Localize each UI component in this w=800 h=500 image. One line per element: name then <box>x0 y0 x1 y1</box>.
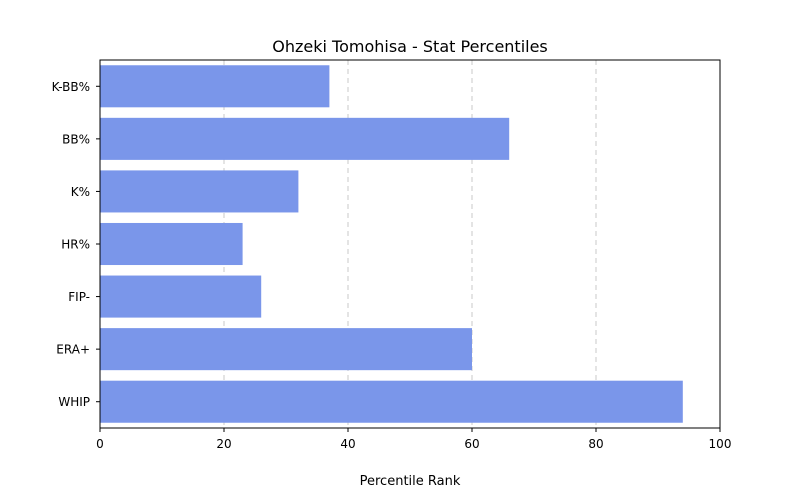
bars <box>100 65 683 423</box>
x-tick-label: 100 <box>709 437 732 451</box>
x-tick-label: 80 <box>588 437 603 451</box>
y-tick-label: ERA+ <box>56 343 90 357</box>
bar-whip <box>100 380 683 423</box>
y-axis: K-BB% BB% K% HR% FIP- ERA+ WHIP <box>52 80 100 409</box>
y-tick-label: HR% <box>61 238 90 252</box>
y-tick-label: BB% <box>62 132 90 146</box>
y-tick-label: WHIP <box>58 395 90 409</box>
y-tick-label: K% <box>71 185 90 199</box>
grid-lines <box>223 60 597 428</box>
x-axis: 0 20 40 60 80 100 <box>96 428 731 451</box>
y-tick-label: FIP- <box>68 290 90 304</box>
bar-k <box>100 170 299 213</box>
chart-title: Ohzeki Tomohisa - Stat Percentiles <box>272 37 548 56</box>
x-tick-label: 0 <box>96 437 104 451</box>
x-tick-label: 60 <box>464 437 479 451</box>
x-tick-label: 20 <box>216 437 231 451</box>
y-tick-label: K-BB% <box>52 80 90 94</box>
x-tick-label: 40 <box>340 437 355 451</box>
bar-bb <box>100 117 510 160</box>
bar-hr <box>100 222 243 266</box>
bar-fip <box>100 275 262 318</box>
bar-era <box>100 328 472 371</box>
x-axis-label: Percentile Rank <box>360 474 461 489</box>
bar-k-bb <box>100 65 330 108</box>
